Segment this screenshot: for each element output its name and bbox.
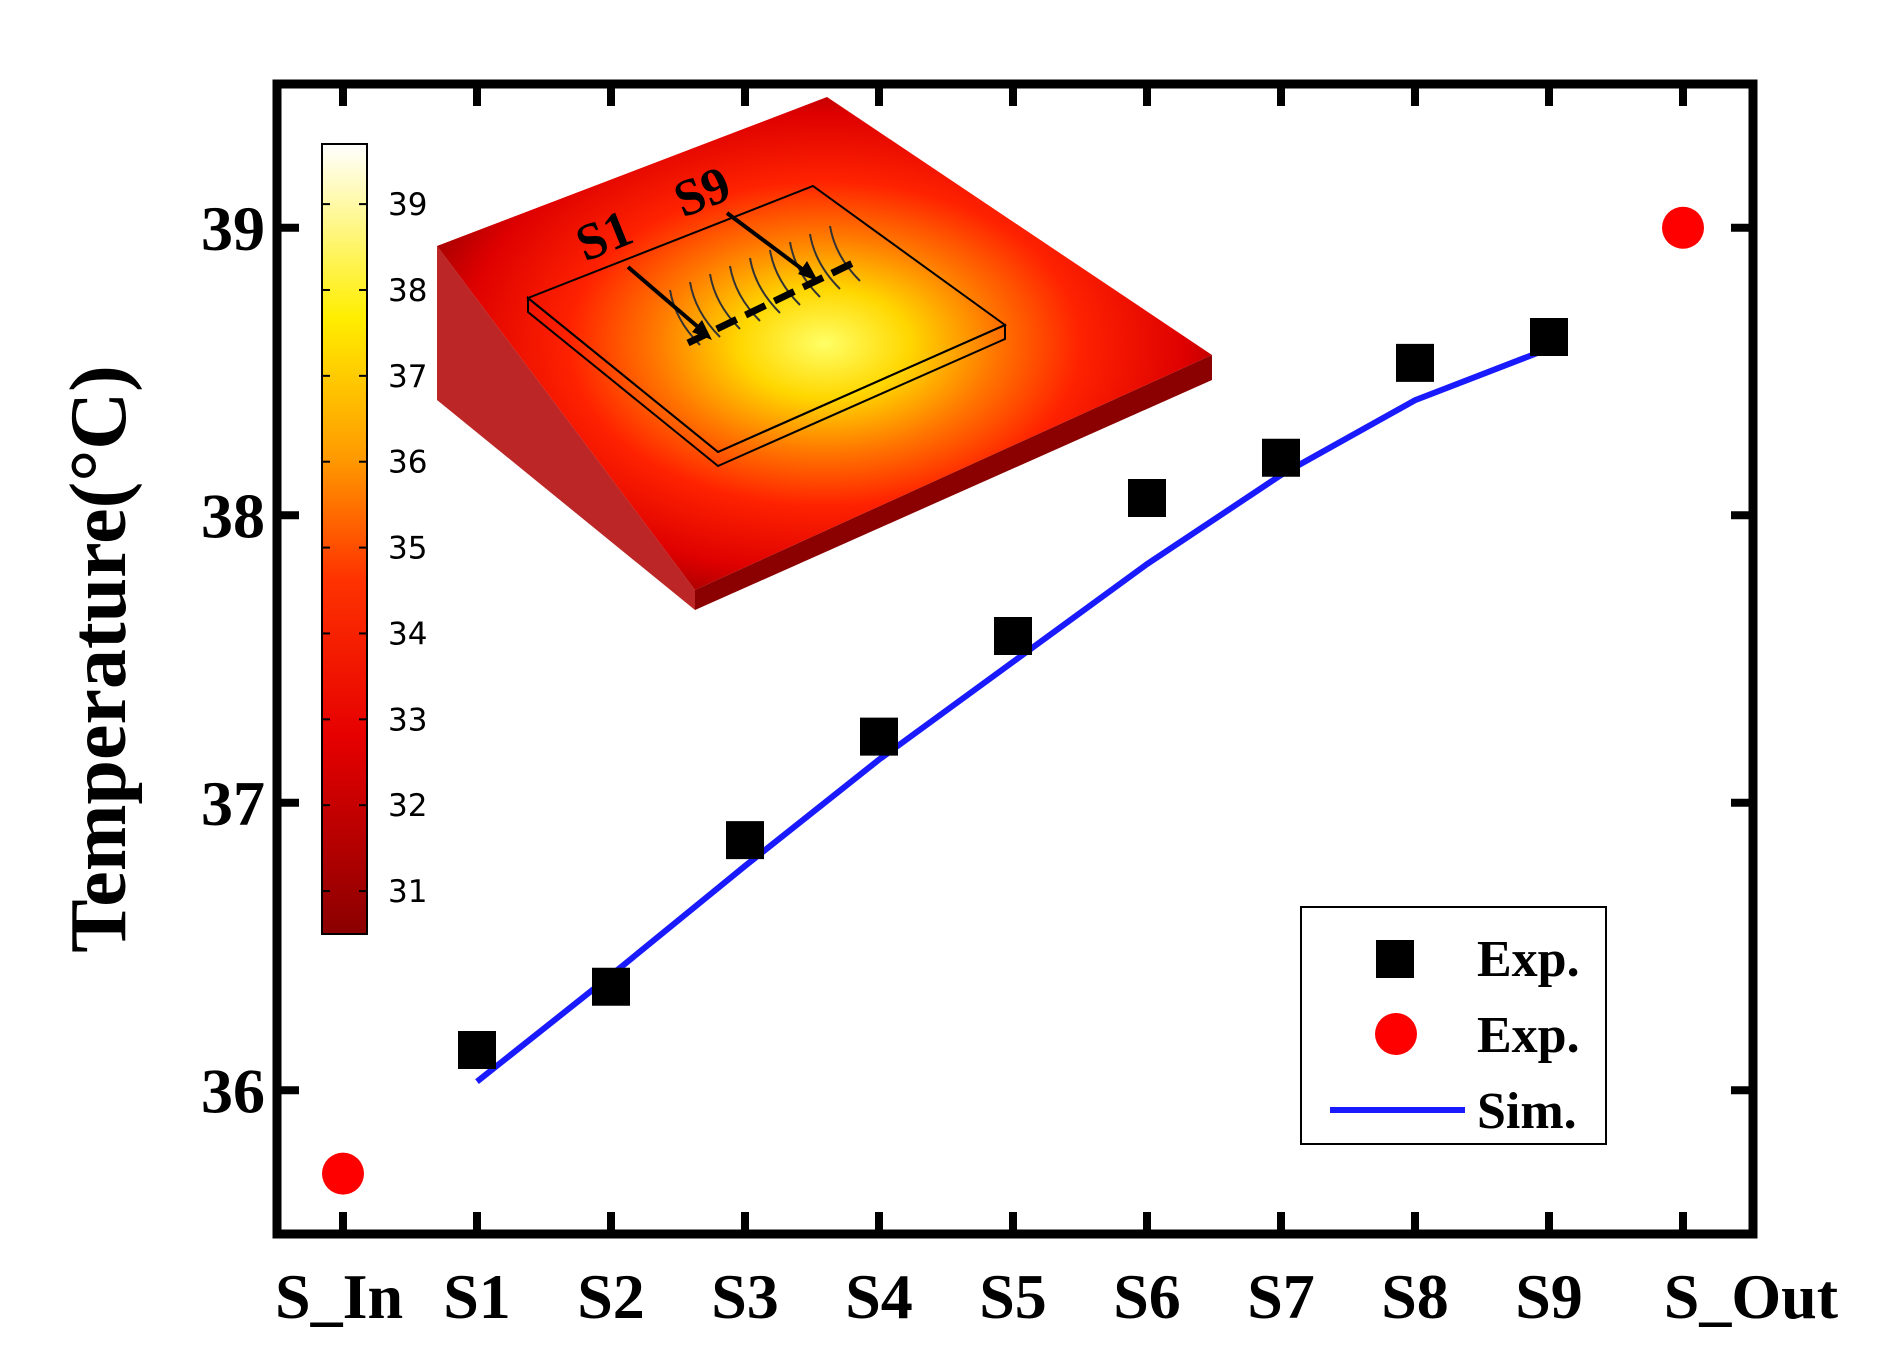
- exp-square-S2: [592, 967, 630, 1006]
- y-tick-label-37: 37: [201, 768, 265, 839]
- inset-arrowhead-s1: [692, 320, 712, 340]
- exp-circle-S_Out: [1662, 206, 1704, 249]
- exp-square-S9: [1530, 318, 1568, 356]
- exp-square-S3: [726, 821, 764, 860]
- colorbar-label-34: 34: [388, 616, 427, 652]
- y-tick-label-36: 36: [201, 1055, 265, 1126]
- legend-label-exp-squares: Exp.: [1477, 931, 1580, 988]
- x-tick-label-S4: S4: [845, 1261, 913, 1332]
- x-tick-label-S9: S9: [1515, 1261, 1583, 1332]
- exp-square-S5: [994, 617, 1032, 655]
- colorbar-label-31: 31: [388, 874, 427, 910]
- exp-square-S6: [1128, 479, 1166, 517]
- exp-square-S4: [860, 717, 898, 756]
- x-tick-label-S6: S6: [1113, 1261, 1181, 1332]
- colorbar-label-36: 36: [388, 445, 427, 481]
- colorbar-label-37: 37: [388, 359, 427, 395]
- exp-square-S7: [1262, 438, 1300, 477]
- x-tick-label-S3: S3: [711, 1261, 779, 1332]
- inset-serpentine-channel: [669, 225, 861, 346]
- y-tick-label-39: 39: [201, 193, 265, 264]
- colorbar-ticks: 39 38 37 36 35 34 33 32 31: [322, 187, 427, 910]
- exp-square-S1: [458, 1031, 496, 1069]
- legend: Exp. Exp. Sim.: [1300, 906, 1607, 1145]
- inset-plate-front: [695, 355, 1212, 610]
- x-tick-label-S8: S8: [1381, 1261, 1449, 1332]
- exp-square-S8: [1396, 343, 1434, 382]
- colorbar-label-32: 32: [388, 788, 427, 824]
- inset-plate-top: [437, 97, 1212, 590]
- x-tick-label-S1: S1: [443, 1261, 511, 1332]
- x-tick-label-S5: S5: [979, 1261, 1047, 1332]
- colorbar-label-38: 38: [388, 273, 427, 309]
- x-axis-ticks: S_In S1 S2 S3 S4 S5 S6 S7 S8 S9 S_Out: [275, 84, 1839, 1332]
- colorbar-gradient: [321, 143, 368, 935]
- legend-square-marker: [1376, 940, 1414, 978]
- inset-arrow-s9: [725, 211, 812, 277]
- colorbar: 39 38 37 36 35 34 33 32 31: [321, 143, 427, 935]
- inset-arrow-s1: [626, 265, 707, 335]
- x-tick-label-S_In: S_In: [275, 1261, 403, 1332]
- legend-box: [1300, 906, 1607, 1145]
- x-tick-label-S_Out: S_Out: [1664, 1261, 1839, 1332]
- colorbar-label-35: 35: [388, 531, 427, 567]
- inset-heatmap: S1 S9: [437, 97, 1212, 610]
- x-tick-label-S2: S2: [577, 1261, 645, 1332]
- y-tick-label-38: 38: [201, 480, 265, 551]
- legend-circle-marker: [1375, 1013, 1417, 1055]
- legend-label-sim: Sim.: [1477, 1083, 1577, 1140]
- sim-line: [475, 345, 1551, 1084]
- exp-circle-S_In: [322, 1152, 364, 1195]
- colorbar-label-39: 39: [388, 187, 427, 223]
- x-tick-label-S7: S7: [1247, 1261, 1315, 1332]
- inset-chip-edge: [527, 295, 1006, 468]
- y-axis-ticks: 36 37 38 39: [201, 193, 1753, 1126]
- exp-squares-series: [458, 318, 1568, 1069]
- legend-label-exp-circles: Exp.: [1477, 1007, 1580, 1064]
- inset-arrowhead-s9: [798, 261, 818, 281]
- y-axis-label: Temperature(°C): [55, 365, 143, 952]
- colorbar-label-33: 33: [388, 702, 427, 738]
- inset-plate-side: [437, 246, 695, 610]
- exp-circles-series: [322, 206, 1704, 1195]
